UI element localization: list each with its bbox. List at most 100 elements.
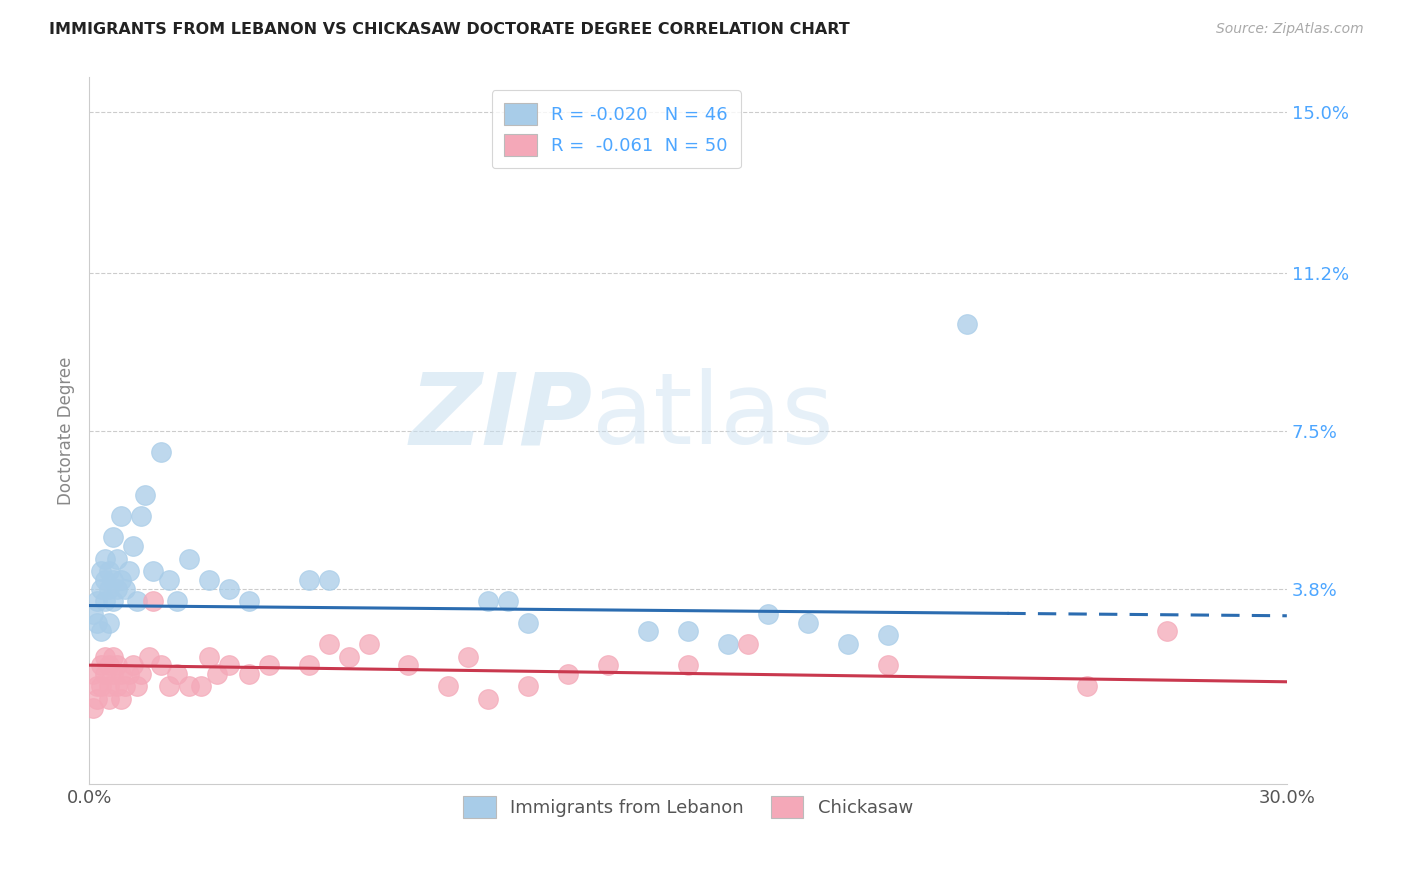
Point [198,573,221,587]
Point [82,700,104,714]
Point [298,573,321,587]
Point [125,680,148,694]
Text: ZIP: ZIP [409,368,592,466]
Point [676,624,699,639]
Point [86,692,108,706]
Legend: Immigrants from Lebanon, Chickasaw: Immigrants from Lebanon, Chickasaw [456,789,920,825]
Point [122,658,145,673]
Point [557,666,579,681]
Point [94,594,117,608]
Point [101,573,124,587]
Point [157,680,180,694]
Point [796,615,818,630]
Point [129,509,152,524]
Point [198,649,221,664]
Point [205,666,228,681]
Point [437,680,460,694]
Point [142,594,165,608]
Point [82,607,104,621]
Point [105,680,128,694]
Point [517,615,540,630]
Point [94,649,117,664]
Point [118,666,141,681]
Point [876,628,898,642]
Point [298,658,321,673]
Point [134,488,156,502]
Point [398,658,420,673]
Point [110,509,132,524]
Point [238,594,260,608]
Point [90,582,112,596]
Point [177,680,200,694]
Point [86,680,108,694]
Point [676,658,699,673]
Point [101,666,124,681]
Point [98,615,121,630]
Point [90,624,112,639]
Point [90,658,112,673]
Point [114,582,136,596]
Point [122,539,145,553]
Point [105,551,128,566]
Point [218,582,240,596]
Point [125,594,148,608]
Point [218,658,240,673]
Point [190,680,212,694]
Point [129,666,152,681]
Point [82,666,104,681]
Point [318,637,340,651]
Point [98,582,121,596]
Point [101,530,124,544]
Point [1156,624,1178,639]
Point [837,637,859,651]
Point [737,637,759,651]
Y-axis label: Doctorate Degree: Doctorate Degree [58,357,75,505]
Point [318,573,340,587]
Point [149,445,172,459]
Point [114,680,136,694]
Point [166,594,188,608]
Point [357,637,380,651]
Point [498,594,520,608]
Point [118,565,141,579]
Point [142,565,165,579]
Point [101,649,124,664]
Point [90,565,112,579]
Point [86,615,108,630]
Point [166,666,188,681]
Point [637,624,659,639]
Point [517,680,540,694]
Point [876,658,898,673]
Point [598,658,620,673]
Point [1076,680,1098,694]
Point [157,573,180,587]
Point [98,565,121,579]
Point [956,318,979,332]
Point [177,551,200,566]
Point [105,658,128,673]
Text: Source: ZipAtlas.com: Source: ZipAtlas.com [1216,22,1364,37]
Point [110,666,132,681]
Point [138,649,160,664]
Point [98,658,121,673]
Point [457,649,479,664]
Point [94,666,117,681]
Point [756,607,779,621]
Text: IMMIGRANTS FROM LEBANON VS CHICKASAW DOCTORATE DEGREE CORRELATION CHART: IMMIGRANTS FROM LEBANON VS CHICKASAW DOC… [49,22,851,37]
Point [94,551,117,566]
Point [337,649,360,664]
Point [105,582,128,596]
Point [86,594,108,608]
Point [98,680,121,694]
Point [110,692,132,706]
Point [257,658,280,673]
Point [238,666,260,681]
Point [101,594,124,608]
Point [477,692,499,706]
Point [110,573,132,587]
Point [477,594,499,608]
Point [717,637,740,651]
Point [149,658,172,673]
Text: atlas: atlas [592,368,834,466]
Point [94,573,117,587]
